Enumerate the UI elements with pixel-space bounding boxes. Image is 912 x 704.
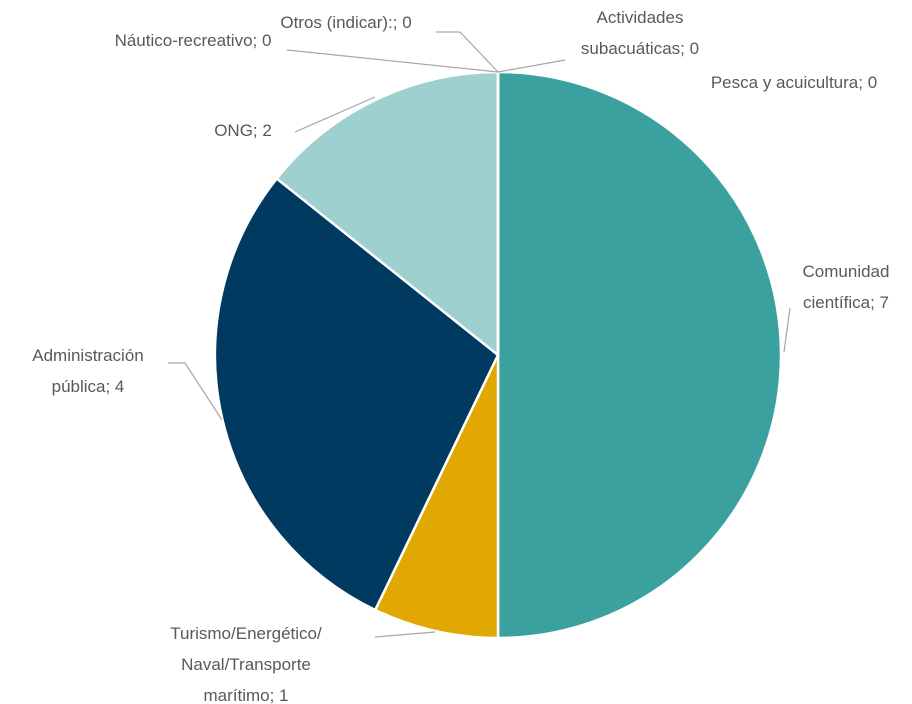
pie-slice xyxy=(274,70,500,358)
data-label: Administración pública; 4 xyxy=(32,346,144,396)
leader-line xyxy=(374,631,436,638)
data-label: Otros (indicar):; 0 xyxy=(280,13,411,32)
leader-line xyxy=(168,362,223,421)
data-label: Comunidad científica; 7 xyxy=(803,262,890,312)
data-label: ONG; 2 xyxy=(214,121,272,140)
data-label: Pesca y acuicultura; 0 xyxy=(711,73,877,92)
leader-line xyxy=(294,96,376,133)
leader-line xyxy=(497,59,566,73)
pie-slice xyxy=(373,354,500,640)
data-label: Turismo/Energético/Naval/Transporte marít… xyxy=(170,624,322,704)
data-label: Actividades subacuáticas; 0 xyxy=(581,8,699,58)
leader-line xyxy=(286,49,499,73)
data-label: Náutico-recreativo; 0 xyxy=(115,31,272,50)
leader-line xyxy=(783,307,791,353)
pie-slice xyxy=(213,176,500,612)
pie-slice xyxy=(496,70,783,640)
leader-line xyxy=(436,31,499,73)
